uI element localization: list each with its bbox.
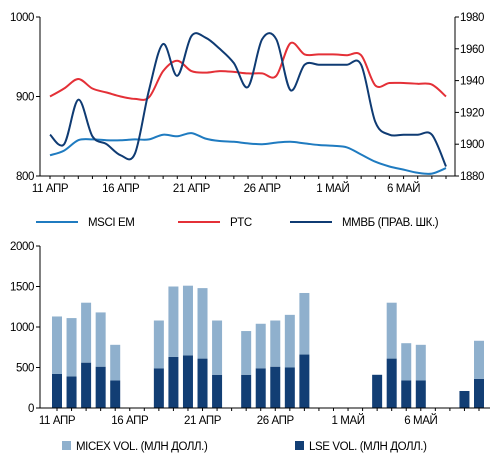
bar-micex [212, 320, 223, 375]
bar-lse [52, 373, 62, 408]
bar-lse [153, 368, 164, 408]
y-tick-label: 1000 [10, 322, 34, 334]
right-y-tick-label: 1880 [460, 171, 484, 183]
legend-label-0: MSCI EM [88, 217, 134, 229]
y-tick-label: 0 [28, 403, 34, 415]
bar-micex [255, 323, 266, 369]
right-y-tick-label: 1900 [460, 139, 484, 151]
x-tick-label: 26 АПР [257, 415, 295, 427]
legend-label-1: MICEX VOL. (МЛН ДОЛЛ.) [76, 441, 208, 453]
left-y-tick-label: 900 [16, 92, 34, 104]
bar-lse [182, 355, 193, 408]
bar-lse [386, 358, 397, 408]
bar-chart-legend: MICEX VOL. (МЛН ДОЛЛ.) LSE VOL. (МЛН ДОЛЛ… [62, 441, 427, 453]
right-y-tick-label: 1920 [460, 107, 484, 119]
bar-lse [474, 378, 484, 408]
x-tick-label: 11 АПР [32, 183, 69, 195]
right-y-tick-label: 1940 [460, 76, 484, 88]
x-tick-label: 21 АПР [173, 183, 211, 195]
bar-micex [284, 314, 295, 368]
bar-lse [81, 362, 92, 408]
bar-chart-tick-labels: 0 500 1000 1500 2000 11 АПР 16 АПР 21 АПР 26 АПР… [10, 241, 438, 427]
bar-micex [270, 320, 281, 367]
bar-lse [95, 366, 106, 408]
bar-lse [110, 380, 121, 408]
bar-chart-bars [52, 285, 484, 408]
legend-label-0: LSE VOL. (МЛН ДОЛЛ.) [309, 441, 427, 453]
series-line-2 [49, 32, 447, 167]
line-chart-tick-labels: 800 900 1000 1880 1900 1920 1940 1960 1980 11 АПР… [10, 12, 484, 195]
x-tick-label: 6 МАЙ [387, 182, 420, 195]
bar-lse [415, 380, 426, 408]
bar-micex [474, 340, 484, 379]
bar-lse [255, 368, 266, 408]
legend-label-1: PTC [230, 217, 252, 229]
right-y-tick-label: 1960 [460, 44, 484, 56]
legend-swatch-0 [295, 441, 304, 450]
legend-swatch-1 [62, 441, 71, 450]
series-line-0 [49, 132, 447, 175]
bar-micex [197, 288, 208, 359]
bar-micex [241, 331, 252, 375]
bar-lse [168, 356, 179, 408]
line-chart-axes [36, 16, 459, 179]
bar-lse [459, 390, 470, 408]
bar-lse [284, 367, 295, 408]
bar-micex [401, 343, 412, 381]
x-tick-label: 1 МАЙ [331, 414, 364, 427]
x-tick-label: 11 АПР [39, 415, 76, 427]
bar-chart-axes [36, 245, 490, 411]
bar-micex [153, 320, 164, 369]
bar-lse [401, 380, 412, 408]
line-chart: 800 900 1000 1880 1900 1920 1940 1960 1980 11 АПР… [10, 12, 484, 229]
bar-lse [241, 374, 252, 408]
line-chart-series [49, 32, 447, 175]
bar-micex [168, 286, 179, 357]
bar-micex [415, 344, 426, 381]
series-line-1 [49, 41, 447, 101]
left-y-tick-label: 800 [16, 171, 34, 183]
bar-micex [299, 292, 310, 355]
x-tick-label: 1 МАЙ [316, 182, 349, 195]
bar-micex [81, 302, 92, 363]
x-tick-label: 21 АПР [184, 415, 222, 427]
legend-label-2: ММВБ (ПРАВ. ШК.) [342, 217, 439, 229]
bar-lse [270, 366, 281, 408]
line-chart-legend: MSCI EM PTC ММВБ (ПРАВ. ШК.) [36, 217, 439, 229]
bar-micex [182, 285, 193, 356]
y-tick-label: 500 [16, 363, 34, 375]
x-tick-label: 26 АПР [244, 183, 282, 195]
bar-lse [212, 374, 223, 408]
bar-micex [95, 312, 106, 367]
right-y-tick-label: 1980 [460, 12, 484, 24]
bar-micex [52, 316, 62, 374]
bar-lse [197, 358, 208, 408]
bar-micex [66, 318, 77, 377]
y-tick-label: 2000 [10, 241, 34, 253]
bar-lse [66, 376, 77, 408]
bar-chart: 0 500 1000 1500 2000 11 АПР 16 АПР 21 АПР 26 АПР… [10, 241, 490, 453]
bar-micex [386, 302, 397, 359]
x-tick-label: 6 МАЙ [404, 414, 437, 427]
bar-lse [372, 374, 383, 408]
bar-lse [299, 354, 310, 408]
x-tick-label: 16 АПР [102, 183, 140, 195]
bar-micex [110, 344, 121, 381]
x-tick-label: 16 АПР [111, 415, 149, 427]
y-tick-label: 1500 [10, 282, 34, 294]
left-y-tick-label: 1000 [10, 12, 34, 24]
